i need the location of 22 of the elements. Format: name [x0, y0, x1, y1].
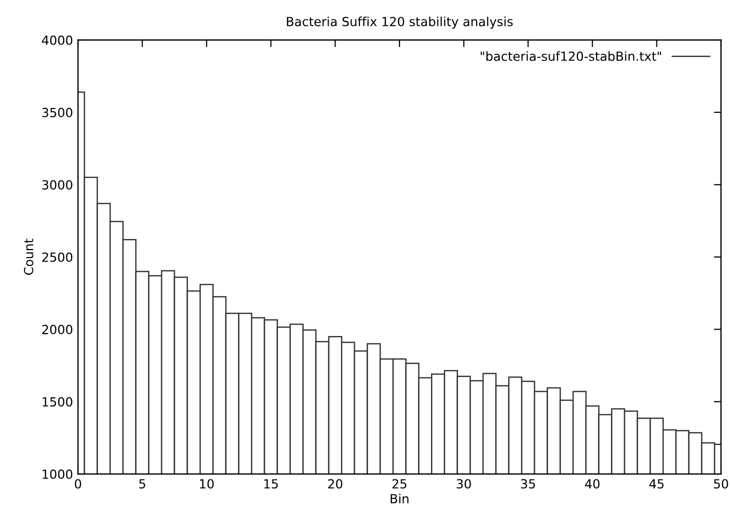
y-tick-label: 1000 [42, 469, 72, 479]
y-tick-label: 2500 [42, 252, 72, 262]
x-tick-label: 35 [521, 479, 535, 489]
chart-title: Bacteria Suffix 120 stability analysis [286, 16, 513, 29]
y-tick-label: 4000 [42, 35, 72, 45]
x-tick-label: 30 [456, 479, 471, 489]
x-tick-label: 10 [200, 479, 214, 489]
y-tick-label: 2000 [42, 324, 72, 334]
x-axis-title: Bin [390, 494, 408, 504]
x-tick-label: 25 [392, 479, 406, 489]
y-tick-label: 1500 [42, 397, 72, 407]
x-tick-label: 15 [264, 479, 278, 489]
y-axis-title: Count [24, 238, 34, 275]
y-tick-label: 3500 [42, 108, 72, 118]
x-tick-label: 5 [139, 479, 146, 489]
x-tick-label: 0 [74, 479, 82, 489]
y-tick-label: 3000 [42, 180, 72, 190]
x-tick-label: 45 [649, 479, 664, 489]
x-tick-label: 40 [585, 479, 600, 489]
x-tick-label: 20 [328, 479, 342, 489]
legend-label: "bacteria-suf120-stabBin.txt" [480, 51, 662, 61]
x-tick-label: 50 [714, 479, 728, 489]
